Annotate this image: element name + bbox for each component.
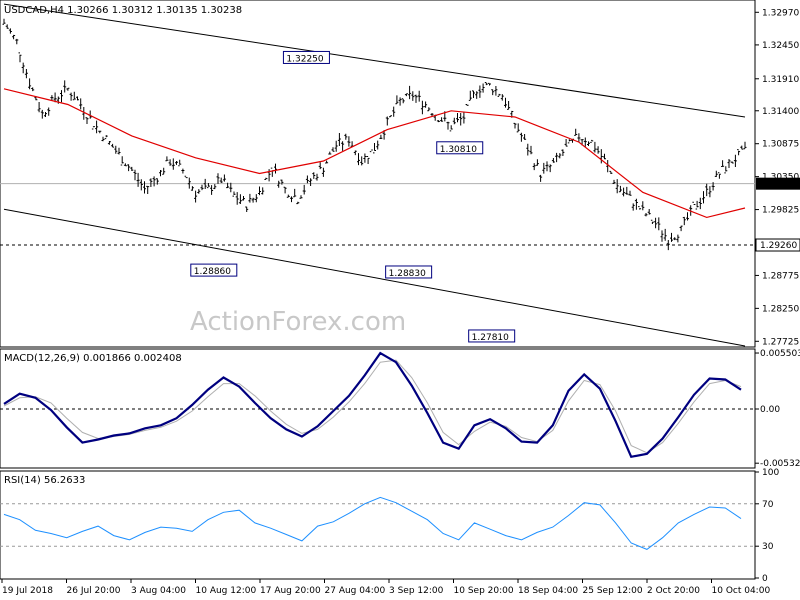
x-tick-label: 3 Aug 04:00 bbox=[131, 586, 186, 596]
price-y-tick-label: 1.31910 bbox=[762, 75, 799, 85]
support-tag bbox=[755, 238, 800, 252]
x-tick-label: 2 Oct 20:00 bbox=[647, 586, 700, 596]
x-tick-label: 3 Sep 12:00 bbox=[389, 586, 444, 596]
price-annotation-box bbox=[190, 263, 238, 277]
price-y-tick-label: 1.30350 bbox=[762, 173, 799, 183]
price-header: USDCAD,H4 1.30266 1.30312 1.30135 1.3023… bbox=[4, 5, 242, 16]
price-annotation-label: 1.28830 bbox=[389, 269, 426, 279]
price-annotation: 1.28860 bbox=[190, 263, 238, 277]
x-tick-label: 10 Sep 20:00 bbox=[454, 586, 514, 596]
rsi-header: RSI(14) 56.2633 bbox=[4, 475, 85, 486]
rsi-y-tick-label: 30 bbox=[762, 542, 774, 552]
rsi-y-tick-label: 70 bbox=[762, 500, 774, 510]
price-y-tick-label: 1.28775 bbox=[762, 271, 799, 281]
current-price-tag bbox=[756, 177, 800, 190]
macd-y-tick-label: 0.005503 bbox=[760, 349, 800, 359]
price-annotation-label: 1.32250 bbox=[286, 54, 323, 64]
macd-series bbox=[3, 351, 742, 459]
macd-panel: MACD(12,26,9) 0.001866 0.002408 0.005503… bbox=[0, 348, 800, 469]
price-annotation: 1.27810 bbox=[468, 329, 516, 343]
x-axis: 19 Jul 2018 26 Jul 20:00 3 Aug 04:00 10 Aug… bbox=[1, 579, 771, 596]
price-annotation: 1.30810 bbox=[436, 141, 484, 155]
macd-y-tick-label: -0.005326 bbox=[760, 459, 800, 469]
price-panel: USDCAD,H4 1.30266 1.30312 1.30135 1.3023… bbox=[0, 0, 800, 348]
price-y-tick-label: 1.31400 bbox=[762, 107, 799, 117]
price-annotation-box bbox=[436, 141, 484, 155]
current-price-tag-label: 1.30238 bbox=[760, 180, 797, 190]
rsi-y-tick-label: 100 bbox=[762, 468, 779, 478]
rsi-panel: RSI(14) 56.2633 100 70 30 0 bbox=[0, 468, 779, 584]
channel-upper-line bbox=[3, 3, 746, 118]
price-annotation-box bbox=[282, 50, 330, 64]
x-tick-label: 18 Sep 04:00 bbox=[518, 586, 578, 596]
price-y-tick-label: 1.29825 bbox=[762, 206, 799, 216]
macd-line bbox=[3, 351, 742, 459]
channel-lower-line bbox=[3, 208, 746, 347]
watermark: ActionForex.com bbox=[190, 307, 406, 337]
x-tick-label: 10 Oct 04:00 bbox=[712, 586, 771, 596]
rsi-series bbox=[3, 496, 742, 550]
price-annotation: 1.28830 bbox=[385, 265, 433, 279]
price-annotation-label: 1.27810 bbox=[472, 333, 509, 343]
price-y-tick-label: 1.27725 bbox=[762, 337, 799, 347]
support-tag-label: 1.29260 bbox=[760, 241, 797, 251]
x-tick-label: 17 Aug 20:00 bbox=[260, 586, 321, 596]
macd-y-axis: 0.005503 0.00 -0.005326 bbox=[755, 349, 800, 469]
price-y-tick-label: 1.32970 bbox=[762, 8, 799, 18]
x-tick-label: 10 Aug 12:00 bbox=[196, 586, 257, 596]
x-tick-label: 27 Aug 04:00 bbox=[325, 586, 386, 596]
rsi-y-tick-label: 0 bbox=[762, 574, 768, 584]
rsi-y-axis: 100 70 30 0 bbox=[755, 468, 779, 584]
price-series bbox=[2, 18, 747, 251]
price-annotation-label: 1.28860 bbox=[194, 267, 231, 277]
macd-header: MACD(12,26,9) 0.001866 0.002408 bbox=[4, 353, 182, 364]
rsi-line bbox=[3, 496, 742, 550]
price-y-axis: 1.32970 1.32450 1.31910 1.31400 1.30875 1.303… bbox=[755, 8, 800, 347]
price-grid bbox=[0, 3, 755, 347]
macd-y-tick-label: 0.00 bbox=[760, 405, 780, 415]
price-annotation-box bbox=[468, 329, 516, 343]
moving-average-line bbox=[3, 88, 746, 219]
x-tick-label: 26 Jul 20:00 bbox=[67, 586, 121, 596]
price-annotation-box bbox=[385, 265, 433, 279]
price-annotations: 1.32250 1.30810 1.28860 1.28830 1.27810 bbox=[190, 50, 516, 343]
price-annotation-label: 1.30810 bbox=[440, 145, 477, 155]
price-annotation: 1.32250 bbox=[282, 50, 330, 64]
price-y-tick-label: 1.30875 bbox=[762, 140, 799, 150]
price-y-tick-label: 1.32450 bbox=[762, 41, 799, 51]
x-tick-label: 25 Sep 12:00 bbox=[583, 586, 643, 596]
price-y-tick-label: 1.28250 bbox=[762, 304, 799, 314]
x-tick-label: 19 Jul 2018 bbox=[2, 586, 53, 596]
